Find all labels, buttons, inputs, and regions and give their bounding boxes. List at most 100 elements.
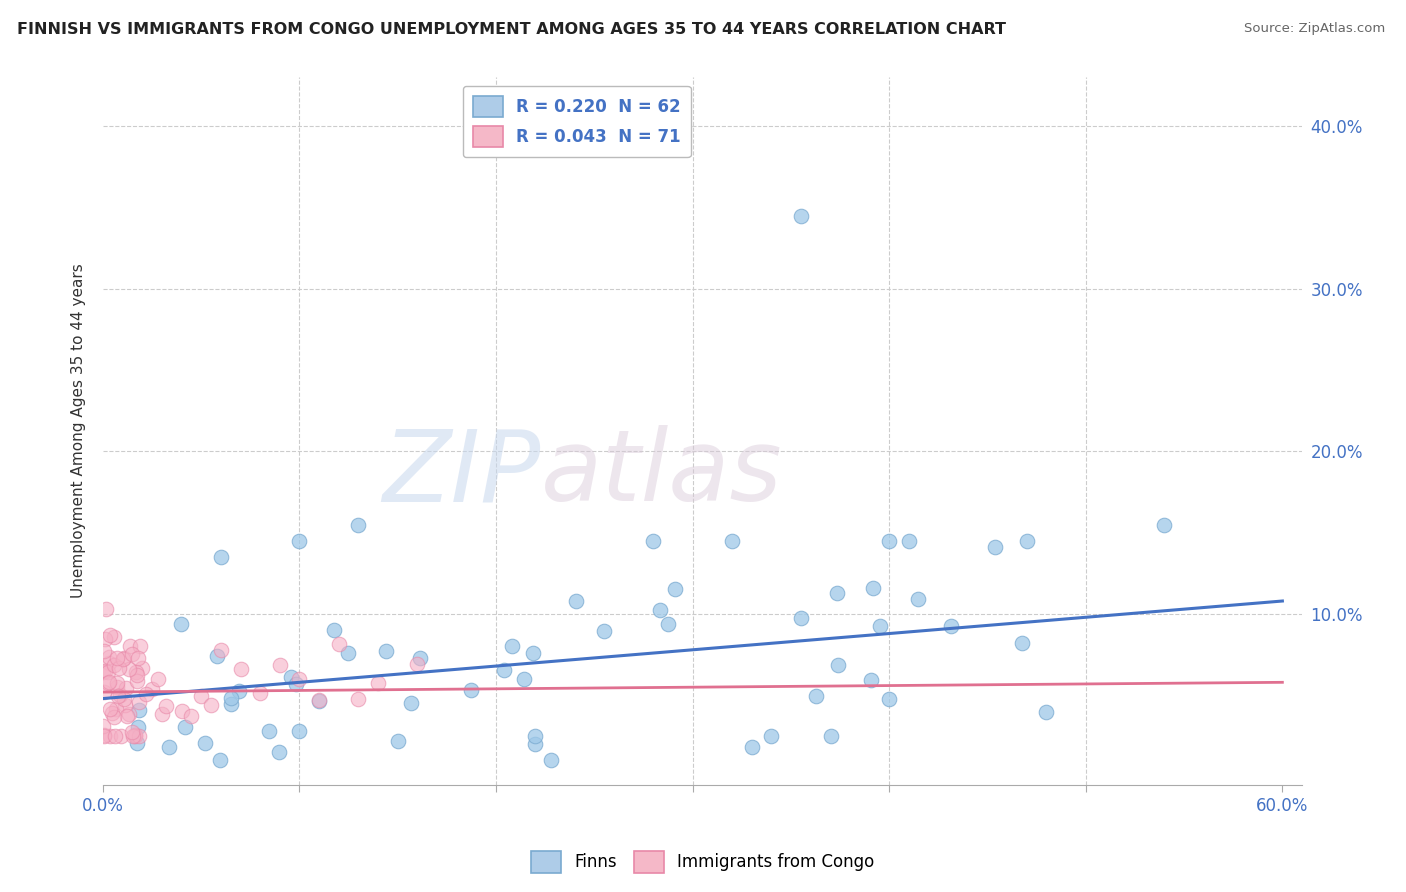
Point: [93, 632, 115, 647]
Point: [877, 691, 900, 706]
Point: [127, 651, 149, 665]
Point: [897, 533, 920, 548]
Point: [1015, 533, 1038, 548]
Point: [93, 644, 115, 658]
Point: [122, 729, 145, 743]
Point: [336, 646, 359, 660]
Point: [105, 676, 128, 690]
Point: [564, 594, 586, 608]
Point: [157, 739, 180, 754]
Point: [657, 617, 679, 632]
Point: [460, 683, 482, 698]
Point: [984, 540, 1007, 554]
Point: [288, 533, 311, 548]
Point: [91, 719, 114, 733]
Point: [98, 729, 121, 743]
Point: [323, 623, 346, 637]
Point: [103, 630, 125, 644]
Point: [1035, 705, 1057, 719]
Point: [98, 702, 121, 716]
Point: [501, 639, 523, 653]
Point: [115, 681, 138, 696]
Point: [128, 639, 150, 653]
Point: [125, 673, 148, 688]
Point: [1153, 517, 1175, 532]
Point: [288, 673, 311, 687]
Point: [112, 691, 135, 706]
Point: [374, 643, 396, 657]
Point: [120, 639, 142, 653]
Point: [104, 729, 127, 743]
Point: [267, 745, 290, 759]
Point: [859, 673, 882, 687]
Point: [877, 533, 900, 548]
Point: [97, 676, 120, 690]
Point: [124, 665, 146, 679]
Legend: Finns, Immigrants from Congo: Finns, Immigrants from Congo: [524, 845, 882, 880]
Point: [112, 651, 135, 665]
Y-axis label: Unemployment Among Ages 35 to 44 years: Unemployment Among Ages 35 to 44 years: [72, 264, 86, 599]
Point: [308, 694, 330, 708]
Legend: R = 0.220  N = 62, R = 0.043  N = 71: R = 0.220 N = 62, R = 0.043 N = 71: [463, 86, 690, 157]
Point: [194, 736, 217, 750]
Point: [97, 665, 120, 679]
Point: [207, 649, 229, 664]
Point: [155, 699, 177, 714]
Point: [524, 729, 547, 743]
Point: [101, 706, 124, 720]
Text: Source: ZipAtlas.com: Source: ZipAtlas.com: [1244, 22, 1385, 36]
Text: atlas: atlas: [540, 425, 782, 522]
Point: [820, 729, 842, 743]
Point: [650, 603, 672, 617]
Point: [200, 698, 222, 712]
Point: [112, 652, 135, 666]
Point: [125, 736, 148, 750]
Point: [131, 660, 153, 674]
Point: [93, 685, 115, 699]
Point: [190, 690, 212, 704]
Point: [114, 698, 136, 713]
Point: [790, 611, 813, 625]
Point: [121, 725, 143, 739]
Text: FINNISH VS IMMIGRANTS FROM CONGO UNEMPLOYMENT AMONG AGES 35 TO 44 YEARS CORRELAT: FINNISH VS IMMIGRANTS FROM CONGO UNEMPLO…: [17, 22, 1005, 37]
Point: [93, 729, 115, 743]
Point: [367, 676, 389, 690]
Point: [540, 753, 562, 767]
Point: [98, 656, 121, 670]
Point: [170, 704, 193, 718]
Point: [228, 684, 250, 698]
Point: [219, 697, 242, 711]
Point: [115, 708, 138, 723]
Point: [280, 670, 302, 684]
Point: [643, 533, 665, 548]
Point: [522, 646, 544, 660]
Point: [259, 723, 281, 738]
Point: [128, 703, 150, 717]
Point: [209, 550, 232, 565]
Point: [118, 662, 141, 676]
Point: [93, 728, 115, 742]
Point: [761, 729, 783, 743]
Point: [108, 688, 131, 702]
Point: [209, 753, 232, 767]
Point: [173, 720, 195, 734]
Point: [790, 209, 813, 223]
Point: [128, 729, 150, 743]
Point: [494, 663, 516, 677]
Point: [513, 672, 536, 686]
Point: [98, 675, 121, 690]
Point: [869, 619, 891, 633]
Point: [907, 591, 929, 606]
Point: [141, 682, 163, 697]
Point: [94, 665, 117, 679]
Point: [593, 624, 616, 639]
Point: [406, 657, 429, 671]
Point: [741, 740, 763, 755]
Point: [100, 627, 122, 641]
Point: [105, 651, 128, 665]
Point: [150, 707, 173, 722]
Point: [209, 643, 232, 657]
Point: [107, 689, 129, 703]
Point: [127, 668, 149, 682]
Point: [97, 650, 120, 665]
